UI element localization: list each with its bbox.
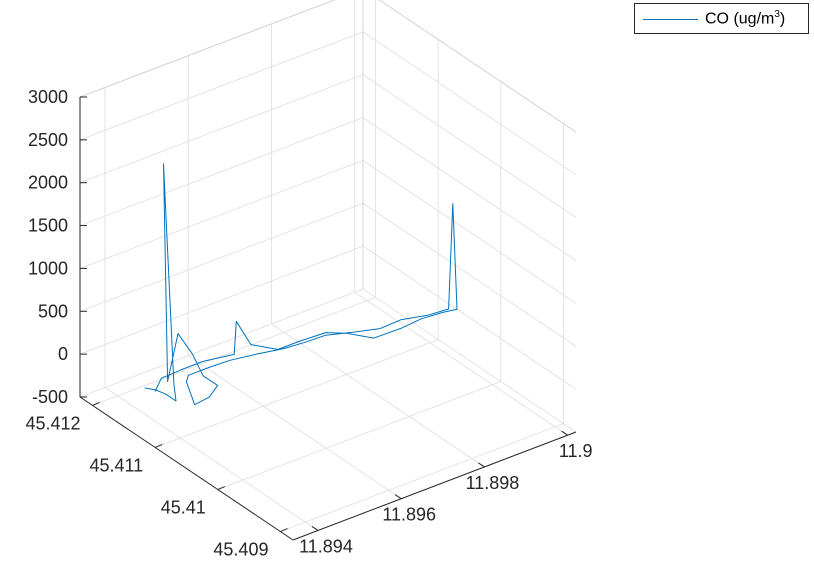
- grid-line: [280, 423, 564, 533]
- grid-line: [79, 117, 364, 227]
- y-tick-label: 45.41: [161, 498, 206, 518]
- grid-line: [187, 355, 402, 500]
- z-tick-label: 2500: [28, 130, 68, 150]
- y-tick-mark: [92, 401, 100, 406]
- grid-line: [79, 202, 364, 312]
- grid-line: [354, 291, 568, 436]
- legend-entry-label: CO (ug/m3): [705, 9, 785, 28]
- y-tick-mark: [217, 486, 226, 490]
- grid-line: [362, 160, 577, 304]
- z-tick-label: 2000: [28, 173, 68, 193]
- grid-line: [362, 74, 577, 219]
- grid-line: [362, 245, 577, 390]
- axes-grid: [79, 0, 577, 533]
- series-layer: [144, 163, 458, 406]
- grid-line: [104, 387, 319, 531]
- legend-label-suffix: ): [779, 10, 786, 28]
- z-tick-label: 3000: [28, 87, 68, 107]
- x-tick-mark: [394, 494, 402, 500]
- tick-labels: 11.894 11.896 11.898 11.9 45.412 45.411 45.41 4…: [25, 87, 592, 560]
- y-tick-mark: [154, 444, 163, 448]
- z-tick-label: 1000: [28, 258, 68, 278]
- z-tick-label: 0: [58, 344, 68, 364]
- y-tick-label: 45.409: [213, 540, 268, 560]
- x-tick-mark: [311, 526, 319, 531]
- grid-line: [79, 245, 364, 355]
- legend-label-superscript: 3: [774, 9, 780, 20]
- grid-line: [271, 323, 485, 468]
- x-axis-line: [292, 431, 577, 541]
- z-tick-label: 1500: [28, 216, 68, 236]
- grid-line: [154, 339, 439, 448]
- grid-line: [362, 31, 577, 176]
- box-edge: [378, 0, 577, 133]
- x-tick-mark: [478, 462, 485, 468]
- legend-line-swatch: [643, 19, 698, 20]
- grid-line: [79, 159, 364, 269]
- y-tick-label: 45.411: [89, 455, 143, 475]
- grid-line: [362, 288, 577, 433]
- x-tick-label: 11.9: [559, 441, 593, 461]
- legend: CO (ug/m3): [634, 3, 809, 34]
- x-tick-label: 11.894: [299, 536, 353, 556]
- axes-lines: [79, 96, 577, 541]
- x-tick-label: 11.896: [382, 505, 436, 525]
- y-tick-label: 45.412: [25, 413, 80, 433]
- y-axis-line: [79, 396, 294, 541]
- grid-line: [79, 74, 364, 184]
- grid-line: [362, 202, 577, 347]
- z-tick-label: 500: [38, 301, 68, 321]
- grid-line: [79, 288, 364, 398]
- grid-line: [378, 0, 577, 133]
- x-tick-label: 11.898: [466, 473, 520, 493]
- y-tick-mark: [280, 528, 288, 533]
- z-tick-label: -500: [32, 387, 68, 407]
- co-series-line: [144, 163, 458, 406]
- x-tick-mark: [561, 430, 568, 436]
- grid-line: [79, 31, 364, 141]
- grid-line: [217, 381, 502, 490]
- box-edge: [79, 0, 336, 98]
- grid-line: [362, 117, 577, 261]
- legend-label-prefix: CO (ug/m: [705, 10, 775, 28]
